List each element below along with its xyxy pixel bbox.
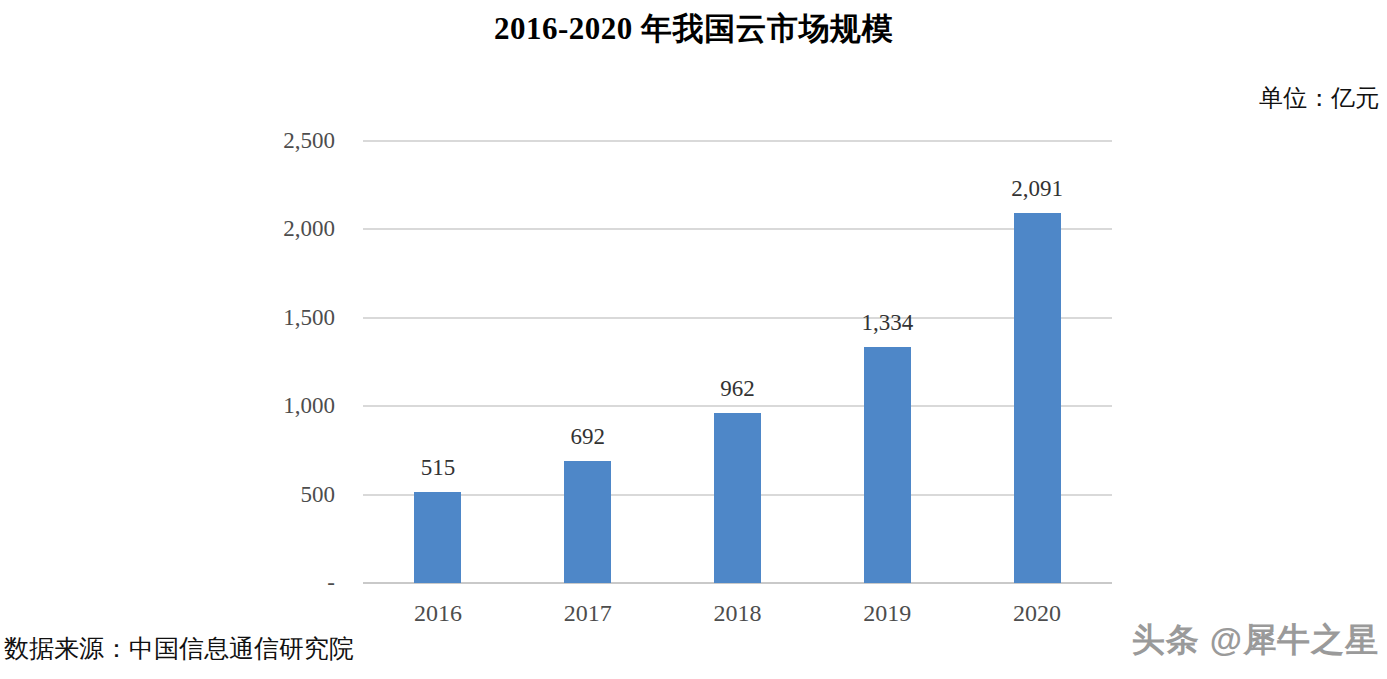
gridline-1000	[363, 405, 1112, 407]
bar-value-label: 2,091	[967, 176, 1107, 202]
gridline-2000	[363, 228, 1112, 230]
x-tick-label-2016: 2016	[363, 600, 513, 626]
data-source-label: 数据来源：中国信息通信研究院	[4, 632, 354, 665]
bar-2016	[414, 492, 461, 583]
bar-2018	[714, 413, 761, 583]
y-tick-label: 500	[225, 482, 335, 508]
y-tick-label: -	[225, 570, 335, 596]
y-tick-label: 2,500	[225, 128, 335, 154]
bar-value-label: 1,334	[817, 310, 957, 336]
bar-2019	[864, 347, 911, 583]
y-tick-label: 2,000	[225, 216, 335, 242]
chart-page: 2016-2020 年我国云市场规模 单位：亿元 -5001,0001,5002…	[0, 0, 1387, 679]
bar-2017	[564, 461, 611, 583]
y-tick-label: 1,500	[225, 305, 335, 331]
y-tick-label: 1,000	[225, 393, 335, 419]
x-tick-label-2020: 2020	[962, 600, 1112, 626]
gridline-2500	[363, 140, 1112, 142]
gridline-1500	[363, 317, 1112, 319]
x-tick-label-2018: 2018	[663, 600, 813, 626]
bar-chart: - 500 1,000 1,500 2,000 2,500 515 692 962 1,334 2…	[0, 0, 1387, 679]
bar-value-label: 692	[518, 424, 658, 450]
x-tick-label-2017: 2017	[513, 600, 663, 626]
bar-2020	[1014, 213, 1061, 583]
bar-value-label: 515	[368, 455, 508, 481]
watermark: 头条 @犀牛之星	[1132, 618, 1379, 663]
bar-value-label: 962	[668, 376, 808, 402]
x-tick-label-2019: 2019	[812, 600, 962, 626]
